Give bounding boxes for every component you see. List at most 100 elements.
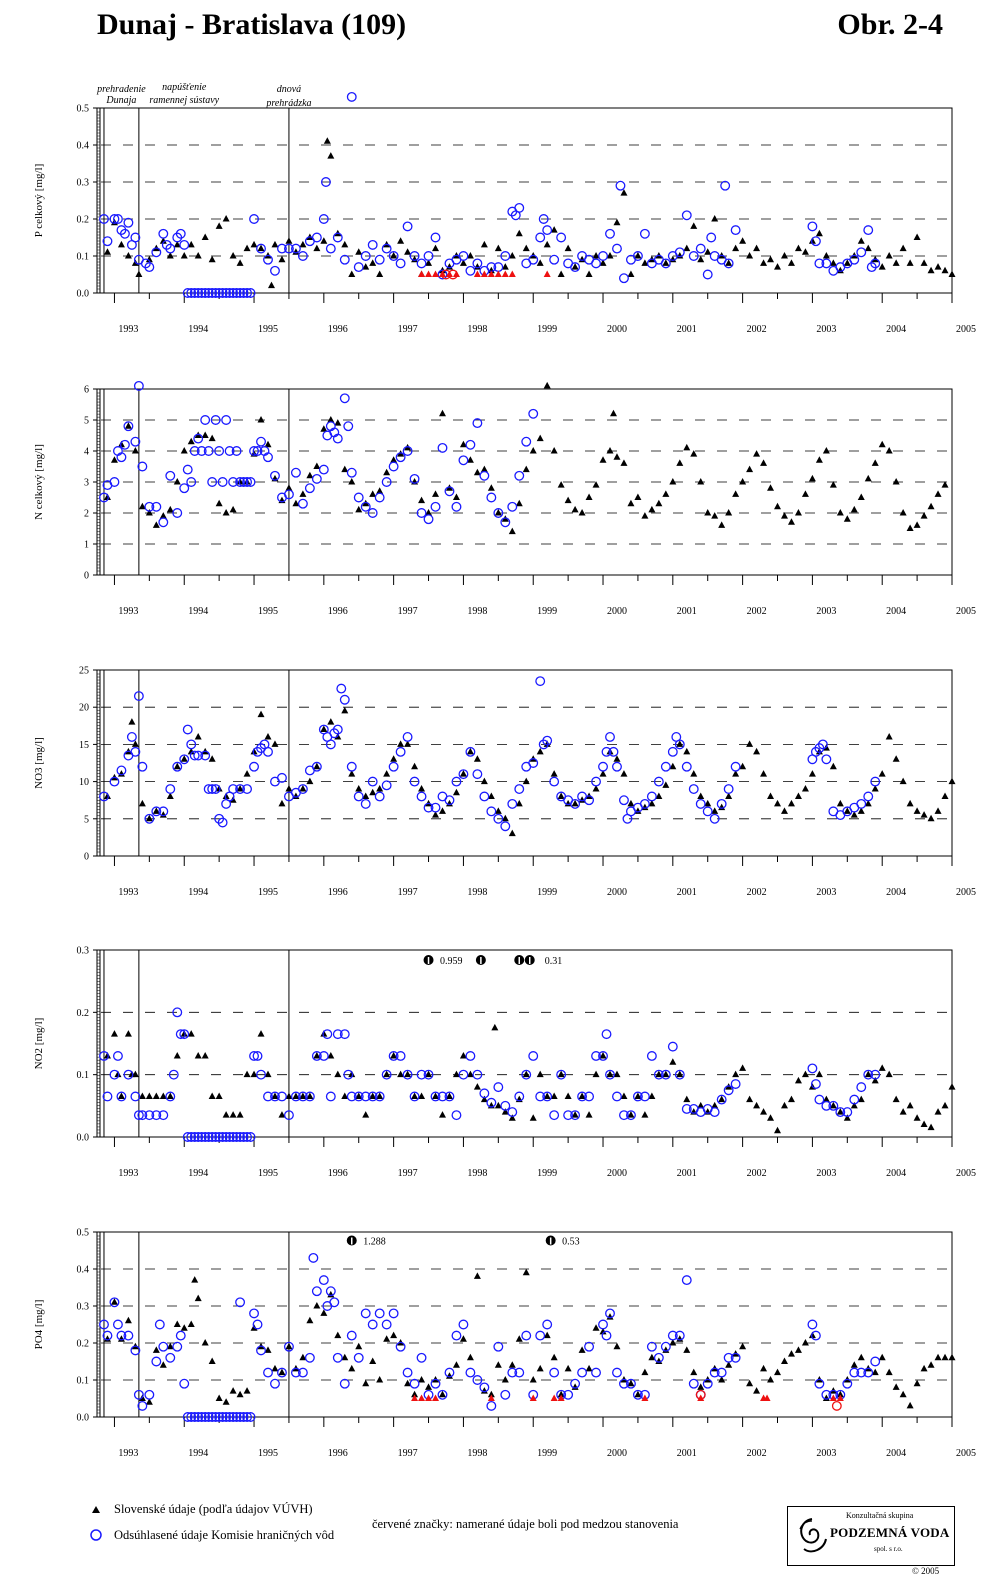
- data-point-circle: [601, 1330, 612, 1341]
- x-tick-label: 1996: [328, 887, 348, 898]
- data-point-triangle: [718, 1095, 726, 1103]
- data-point-triangle: [452, 493, 460, 500]
- x-tick-label: 1993: [118, 887, 138, 898]
- data-point-circle: [674, 1069, 685, 1080]
- data-point-circle: [821, 1100, 832, 1111]
- data-point-triangle: [906, 259, 914, 266]
- data-point-circle: [632, 1091, 643, 1102]
- data-point-triangle: [487, 1394, 495, 1401]
- data-point-triangle: [906, 799, 914, 807]
- data-point-circle: [695, 243, 706, 254]
- data-point-triangle: [732, 1070, 740, 1078]
- data-point-circle: [667, 746, 678, 757]
- data-point-triangle: [411, 762, 419, 770]
- annotation-event1: Dunaja: [105, 95, 136, 106]
- data-point-circle: [99, 492, 109, 503]
- data-point-circle: [646, 791, 657, 802]
- data-point-triangle: [815, 456, 823, 463]
- data-point-circle: [99, 214, 109, 224]
- data-point-circle: [318, 1275, 329, 1286]
- data-point-circle: [165, 1352, 176, 1363]
- data-point-triangle: [236, 259, 244, 266]
- data-point-circle: [723, 258, 734, 269]
- data-point-circle: [605, 732, 615, 742]
- data-point-circle: [231, 1412, 242, 1422]
- x-tick-label: 1994: [188, 887, 208, 898]
- data-point-circle: [245, 1132, 256, 1142]
- data-point-circle: [381, 477, 392, 487]
- data-point-triangle: [501, 814, 509, 822]
- data-point-circle: [549, 254, 560, 265]
- data-point-triangle: [278, 1111, 286, 1118]
- x-tick-label: 2005: [956, 887, 976, 898]
- data-point-triangle: [808, 474, 816, 482]
- data-point-triangle: [187, 1030, 195, 1037]
- data-point-triangle: [711, 1101, 719, 1109]
- annotation-event1: prehradenie: [96, 84, 146, 95]
- data-point-triangle: [201, 1051, 209, 1059]
- data-point-circle: [667, 1041, 678, 1052]
- data-point-circle: [137, 461, 148, 472]
- data-point-circle: [283, 1110, 294, 1121]
- data-point-circle: [660, 1341, 671, 1352]
- data-point-triangle: [355, 1342, 363, 1350]
- x-tick-label: 1998: [467, 887, 487, 898]
- data-point-triangle: [236, 478, 244, 485]
- data-point-triangle: [243, 770, 251, 777]
- data-point-triangle: [578, 509, 586, 516]
- data-point-circle: [182, 1132, 193, 1142]
- data-point-triangle: [397, 1070, 405, 1078]
- data-point-triangle: [285, 484, 293, 491]
- data-point-triangle: [627, 270, 635, 277]
- data-point-circle: [123, 421, 134, 432]
- data-point-circle: [172, 1007, 183, 1018]
- data-point-circle: [528, 408, 539, 419]
- data-point-triangle: [892, 478, 900, 485]
- data-point-triangle: [432, 1092, 440, 1099]
- data-point-circle: [577, 1091, 588, 1102]
- data-point-triangle: [487, 270, 495, 277]
- data-point-circle: [283, 1341, 294, 1352]
- data-point-triangle: [466, 456, 474, 463]
- data-point-triangle: [348, 1070, 356, 1078]
- y-tick-label: 0: [84, 852, 89, 863]
- data-point-triangle: [166, 252, 174, 259]
- data-point-triangle: [934, 1108, 942, 1115]
- data-point-circle: [842, 1107, 853, 1118]
- data-point-circle: [168, 1069, 179, 1080]
- data-point-circle: [109, 1069, 120, 1080]
- data-point-triangle: [536, 1364, 544, 1372]
- x-tick-label: 2001: [677, 324, 697, 335]
- data-point-circle: [242, 1412, 253, 1422]
- data-point-circle: [179, 754, 190, 765]
- data-point-circle: [849, 254, 860, 265]
- data-point-triangle: [892, 259, 900, 266]
- data-point-circle: [716, 798, 727, 809]
- data-point-triangle: [187, 437, 195, 445]
- data-point-triangle: [767, 792, 775, 799]
- data-point-triangle: [648, 1092, 656, 1099]
- data-point-triangle: [627, 1111, 635, 1118]
- data-point-triangle: [564, 496, 572, 504]
- data-point-circle: [653, 1069, 664, 1080]
- data-point-triangle: [515, 1335, 523, 1342]
- data-point-circle: [632, 1389, 643, 1400]
- data-point-circle: [388, 761, 399, 772]
- data-point-triangle: [641, 1111, 649, 1118]
- plot-frame: [96, 1231, 953, 1418]
- data-point-circle: [200, 415, 211, 425]
- data-point-triangle: [466, 1070, 474, 1078]
- data-point-triangle: [194, 252, 202, 259]
- data-point-triangle: [585, 493, 593, 500]
- data-point-circle: [807, 221, 818, 232]
- data-point-triangle: [369, 1092, 377, 1099]
- data-point-triangle: [404, 740, 412, 747]
- data-point-circle: [217, 477, 228, 487]
- data-point-circle: [639, 798, 650, 809]
- data-point-circle: [158, 1110, 169, 1121]
- x-tick-label: 2004: [886, 606, 906, 617]
- data-point-circle: [528, 758, 539, 768]
- data-point-circle: [863, 791, 874, 802]
- data-point-triangle: [236, 1390, 244, 1398]
- data-point-circle: [416, 1352, 427, 1363]
